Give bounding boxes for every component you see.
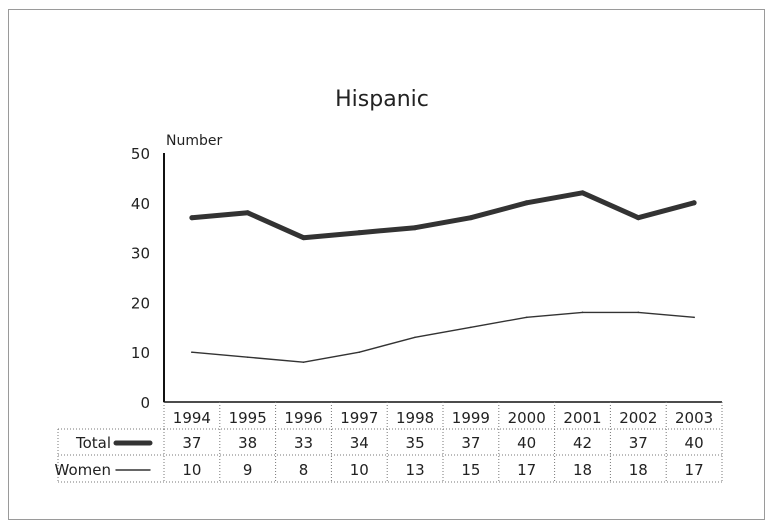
- data-point: [693, 316, 695, 319]
- data-point: [356, 230, 362, 236]
- data-label: 42: [573, 434, 592, 452]
- chart-frame: [8, 9, 765, 520]
- series-line-women: [191, 311, 695, 363]
- data-label: 38: [238, 434, 257, 452]
- x-tick-label: 1998: [396, 409, 434, 427]
- data-point: [358, 351, 361, 354]
- data-point: [301, 235, 306, 241]
- x-tick-label: 2003: [675, 409, 713, 427]
- data-table: 1994 1995 1996 1997 1998 1999 2000 2001 2002 2003…: [55, 402, 723, 483]
- y-tick-label: 30: [131, 245, 150, 263]
- data-point: [524, 200, 530, 206]
- data-point: [414, 336, 416, 339]
- data-point: [189, 215, 195, 221]
- x-tick-label: 2000: [508, 409, 546, 427]
- data-point: [412, 225, 418, 231]
- data-label: 35: [406, 434, 425, 452]
- y-tick-label: 40: [131, 195, 150, 213]
- x-tick-label: 1997: [340, 409, 378, 427]
- data-label: 37: [629, 434, 648, 452]
- data-label: 18: [629, 461, 648, 479]
- data-point: [302, 361, 305, 363]
- data-point: [635, 215, 641, 221]
- data-point: [246, 356, 249, 358]
- data-label: 17: [517, 461, 536, 479]
- y-tick-label: 50: [131, 145, 150, 163]
- data-label: 37: [182, 434, 201, 452]
- data-label: 8: [299, 461, 309, 479]
- data-point: [525, 316, 528, 319]
- data-point: [191, 351, 193, 354]
- y-tick-label: 20: [131, 294, 150, 312]
- data-label: 13: [406, 461, 425, 479]
- x-tick-label: 2002: [619, 409, 657, 427]
- series-lines: [189, 190, 697, 363]
- data-label: 10: [182, 461, 201, 479]
- series-line-total: [189, 190, 697, 241]
- data-point: [245, 210, 251, 216]
- data-label: 9: [243, 461, 253, 479]
- data-point: [470, 326, 472, 329]
- x-tick-label: 1995: [229, 409, 267, 427]
- legend-label-women: Women: [55, 461, 111, 479]
- y-tick-label: 0: [140, 394, 150, 412]
- x-tick-label: 2001: [563, 409, 601, 427]
- y-tick-label: 10: [131, 344, 150, 362]
- data-label: 15: [461, 461, 480, 479]
- data-label: 17: [685, 461, 704, 479]
- data-point: [637, 311, 640, 314]
- data-label: 40: [517, 434, 536, 452]
- data-point: [468, 215, 474, 221]
- data-label: 40: [685, 434, 704, 452]
- data-label: 10: [350, 461, 369, 479]
- data-label: 18: [573, 461, 592, 479]
- data-point: [691, 200, 697, 206]
- x-tick-label: 1999: [452, 409, 490, 427]
- data-label: 33: [294, 434, 313, 452]
- x-tick-label: 1994: [173, 409, 211, 427]
- data-point: [580, 190, 585, 196]
- data-label: 37: [461, 434, 480, 452]
- x-tick-label: 1996: [284, 409, 322, 427]
- y-axis-label: Number: [166, 133, 222, 149]
- data-point: [581, 311, 584, 314]
- y-tick-labels: 0 10 20 30 40 50: [131, 145, 150, 412]
- data-label: 34: [350, 434, 369, 452]
- legend-label-total: Total: [75, 434, 111, 452]
- chart-title: Hispanic: [335, 87, 429, 112]
